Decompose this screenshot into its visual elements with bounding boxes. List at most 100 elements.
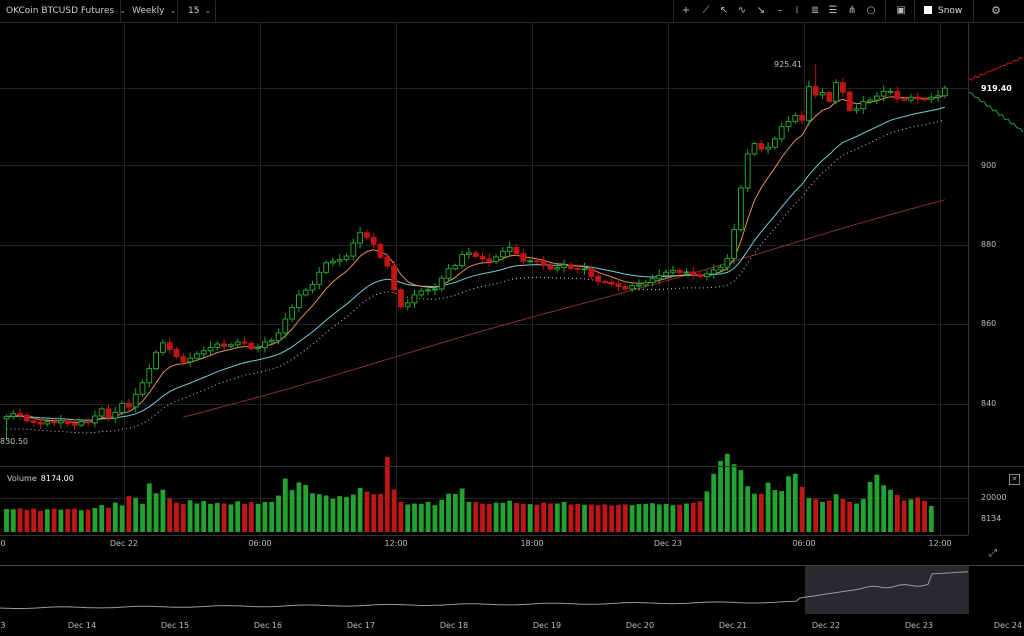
volume-bar (847, 501, 853, 532)
expand-icon[interactable]: ⤢ (989, 548, 997, 559)
volume-bar (221, 503, 227, 532)
candle-body (452, 265, 459, 270)
candle-body (799, 115, 806, 121)
volume-bar (595, 505, 601, 532)
candle-body (513, 246, 520, 255)
volume-bar (473, 502, 479, 532)
navigator-tick: Dec 15 (160, 621, 190, 630)
candle-body (554, 267, 561, 270)
volume-bar (425, 501, 431, 532)
volume-bar (779, 491, 785, 532)
candle-body (377, 243, 384, 258)
volume-bar (51, 508, 57, 532)
period-selector[interactable]: Weekly ⌄ (126, 0, 178, 22)
candle-body (744, 153, 751, 189)
volume-bar (908, 499, 914, 532)
volume-bar (514, 502, 519, 532)
candle-body (153, 351, 159, 370)
arrow-down-icon[interactable]: ↘ (756, 5, 766, 16)
candle-body (398, 289, 404, 308)
interval-label: 15 (188, 6, 200, 16)
candle-body (370, 236, 377, 245)
volume-bar (235, 501, 241, 532)
volume-bar (840, 499, 846, 532)
candle-body (357, 232, 364, 244)
volume-bar (146, 483, 152, 532)
pitchfork-icon[interactable]: ⋔ (847, 5, 857, 16)
candle-body (602, 280, 608, 283)
horizontal-line-icon[interactable]: – (777, 5, 783, 16)
circle-icon[interactable]: ○ (866, 5, 876, 16)
volume-bar (289, 490, 295, 532)
horizontal-lines-icon[interactable]: ≣ (810, 5, 820, 16)
volume-bar (602, 504, 608, 532)
volume-bar (201, 500, 207, 532)
volume-bar (833, 494, 839, 532)
candle-body (207, 347, 214, 352)
volume-bar (711, 473, 717, 532)
candle-body (214, 343, 221, 349)
snow-checkbox[interactable] (924, 6, 932, 14)
crosshair-icon[interactable]: + (681, 5, 691, 16)
candle-body (846, 91, 853, 111)
fast-ema-line (6, 94, 946, 423)
curve-icon[interactable]: ∿ (737, 5, 747, 16)
fib-icon[interactable]: ☰ (828, 5, 838, 16)
volume-bar (663, 503, 669, 532)
price-tick: 840 (981, 399, 997, 408)
volume-bar (208, 503, 213, 532)
candle-body (302, 289, 309, 296)
candle-body (697, 274, 704, 278)
symbol-selector[interactable]: OKCoin BTCUSD Futures ⌄ (0, 0, 126, 22)
candle-body (98, 408, 105, 417)
candle-body (636, 284, 642, 287)
trend-line-icon[interactable]: ⟋ (702, 5, 710, 16)
volume-bar (119, 505, 125, 532)
snow-toggle[interactable]: Snow (918, 0, 974, 22)
long-ma-line (183, 199, 946, 418)
volume-bar (466, 501, 472, 532)
candle-body (166, 342, 173, 351)
volume-bar (541, 502, 547, 532)
volume-bar (412, 503, 417, 532)
volume-bar (180, 504, 186, 532)
volume-bar (72, 508, 77, 532)
volume-bar (928, 505, 934, 532)
slow-ema-line (6, 106, 946, 421)
symbol-label: OKCoin BTCUSD Futures (6, 6, 115, 16)
calendar-icon[interactable]: ▣ (896, 5, 906, 16)
candle-body (894, 90, 901, 100)
candle-body (92, 415, 98, 424)
navigator (0, 566, 969, 614)
volume-bar (174, 502, 179, 532)
candle-body (275, 332, 282, 341)
navigator-tick: Dec 19 (532, 621, 562, 630)
volume-bar (718, 460, 723, 532)
volume-bar (439, 499, 445, 532)
volume-bar (520, 503, 526, 532)
volume-bar (405, 504, 411, 532)
candle-body (194, 353, 200, 359)
gear-icon[interactable]: ⚙ (991, 4, 1001, 17)
candle-body (901, 98, 908, 101)
volume-bar (894, 494, 900, 532)
volume-bar (799, 486, 805, 532)
volume-bar (153, 493, 159, 532)
vertical-line-icon[interactable]: ⁞ (795, 5, 799, 16)
candle-body (656, 274, 663, 280)
volume-bar (792, 473, 798, 532)
interval-selector[interactable]: 15 ⌄ (182, 0, 216, 22)
close-icon[interactable]: ✕ (1009, 474, 1020, 485)
candle-body (676, 269, 683, 274)
volume-bar (99, 505, 105, 532)
candle-body (751, 143, 758, 155)
candle-body (792, 115, 799, 122)
candle-body (629, 285, 636, 290)
navigator-tick: Dec 23 (904, 621, 934, 630)
volume-bar (724, 453, 730, 532)
candle-body (343, 255, 350, 261)
candle-body (173, 349, 180, 358)
candle-body (942, 87, 948, 97)
arrow-icon[interactable]: ↖ (719, 5, 729, 16)
